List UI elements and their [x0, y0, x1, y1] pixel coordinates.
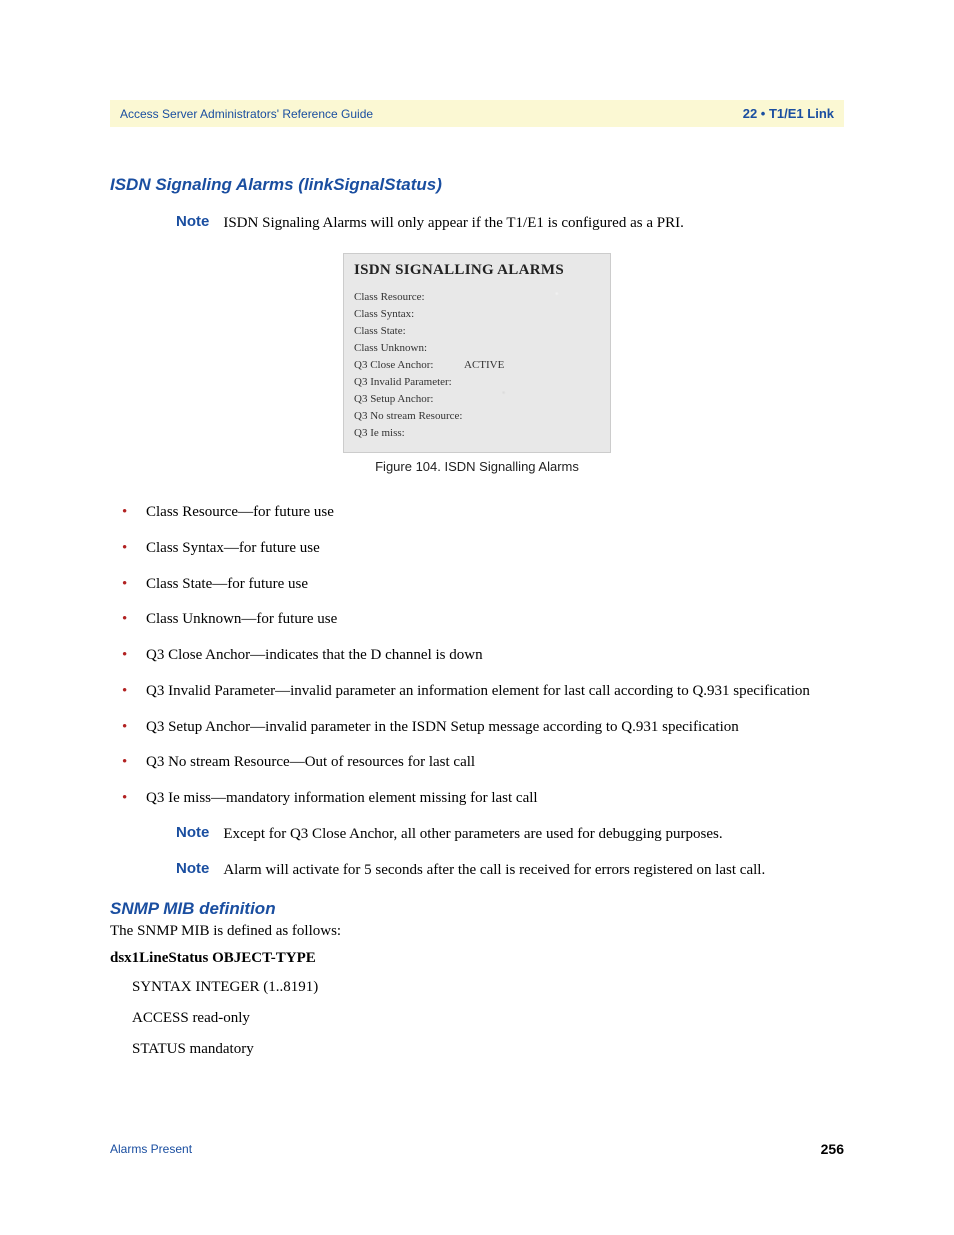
note-2: Note Except for Q3 Close Anchor, all oth…: [176, 824, 844, 846]
figure-row: Q3 Setup Anchor:: [354, 391, 600, 408]
bullet-list: Class Resource—for future use Class Synt…: [110, 502, 844, 810]
figure-row-value: [464, 408, 600, 425]
note-text: ISDN Signaling Alarms will only appear i…: [223, 213, 684, 235]
note-label: Note: [176, 824, 209, 841]
figure-row: Q3 No stream Resource:: [354, 408, 600, 425]
snmp-line: STATUS mandatory: [132, 1041, 844, 1058]
figure-row-value: [464, 391, 600, 408]
figure-row-label: Q3 Setup Anchor:: [354, 391, 464, 408]
footer-left: Alarms Present: [110, 1142, 192, 1156]
figure-row-label: Class Syntax:: [354, 306, 464, 323]
list-item: Q3 Ie miss—mandatory information element…: [110, 788, 844, 810]
list-item: Q3 Invalid Parameter—invalid parameter a…: [110, 681, 844, 703]
footer: Alarms Present 256: [110, 1141, 844, 1157]
header-bar: Access Server Administrators' Reference …: [110, 100, 844, 127]
figure-row: Class Syntax:: [354, 306, 600, 323]
list-item: Q3 No stream Resource—Out of resources f…: [110, 752, 844, 774]
figure-row-label: Q3 Close Anchor:: [354, 357, 464, 374]
note-text: Except for Q3 Close Anchor, all other pa…: [223, 824, 722, 846]
snmp-object-type: dsx1LineStatus OBJECT-TYPE: [110, 950, 844, 967]
snmp-line: ACCESS read-only: [132, 1010, 844, 1027]
figure-row: Class Resource:: [354, 289, 600, 306]
list-item: Class Unknown—for future use: [110, 609, 844, 631]
figure-row-value: [464, 306, 600, 323]
figure-row-label: Class Unknown:: [354, 340, 464, 357]
list-item: Class Resource—for future use: [110, 502, 844, 524]
figure-caption: Figure 104. ISDN Signalling Alarms: [110, 459, 844, 474]
isdn-heading: ISDN Signaling Alarms (linkSignalStatus): [110, 175, 844, 195]
figure-row-value: [464, 323, 600, 340]
snmp-line: SYNTAX INTEGER (1..8191): [132, 979, 844, 996]
footer-right: 256: [821, 1141, 844, 1157]
snmp-heading: SNMP MIB definition: [110, 899, 844, 919]
figure-row-value: [464, 374, 600, 391]
header-left-text: Access Server Administrators' Reference …: [120, 107, 373, 121]
figure-row-label: Class State:: [354, 323, 464, 340]
note-3: Note Alarm will activate for 5 seconds a…: [176, 860, 844, 882]
list-item: Class Syntax—for future use: [110, 538, 844, 560]
figure-title: ISDN SIGNALLING ALARMS: [354, 262, 600, 279]
figure-row-value: ACTIVE: [464, 357, 600, 374]
figure-row: Class Unknown:: [354, 340, 600, 357]
header-right-text: 22 • T1/E1 Link: [743, 106, 834, 121]
figure-row-value: [464, 340, 600, 357]
figure-row: Q3 Invalid Parameter:: [354, 374, 600, 391]
list-item: Q3 Close Anchor—indicates that the D cha…: [110, 645, 844, 667]
note-text: Alarm will activate for 5 seconds after …: [223, 860, 765, 882]
figure-row: Q3 Close Anchor:ACTIVE: [354, 357, 600, 374]
figure-row-value: [464, 425, 600, 442]
figure-row: Class State:: [354, 323, 600, 340]
list-item: Class State—for future use: [110, 574, 844, 596]
figure-row: Q3 Ie miss:: [354, 425, 600, 442]
note-label: Note: [176, 860, 209, 877]
page: Access Server Administrators' Reference …: [0, 0, 954, 1235]
figure-row-label: Class Resource:: [354, 289, 464, 306]
figure-row-label: Q3 No stream Resource:: [354, 408, 464, 425]
note-1: Note ISDN Signaling Alarms will only app…: [176, 213, 844, 235]
list-item: Q3 Setup Anchor—invalid parameter in the…: [110, 717, 844, 739]
figure-row-label: Q3 Ie miss:: [354, 425, 464, 442]
figure-row-value: [464, 289, 600, 306]
figure-row-label: Q3 Invalid Parameter:: [354, 374, 464, 391]
note-label: Note: [176, 213, 209, 230]
snmp-intro: The SNMP MIB is defined as follows:: [110, 923, 844, 940]
isdn-alarms-figure: ISDN SIGNALLING ALARMS Class Resource: C…: [343, 253, 611, 453]
